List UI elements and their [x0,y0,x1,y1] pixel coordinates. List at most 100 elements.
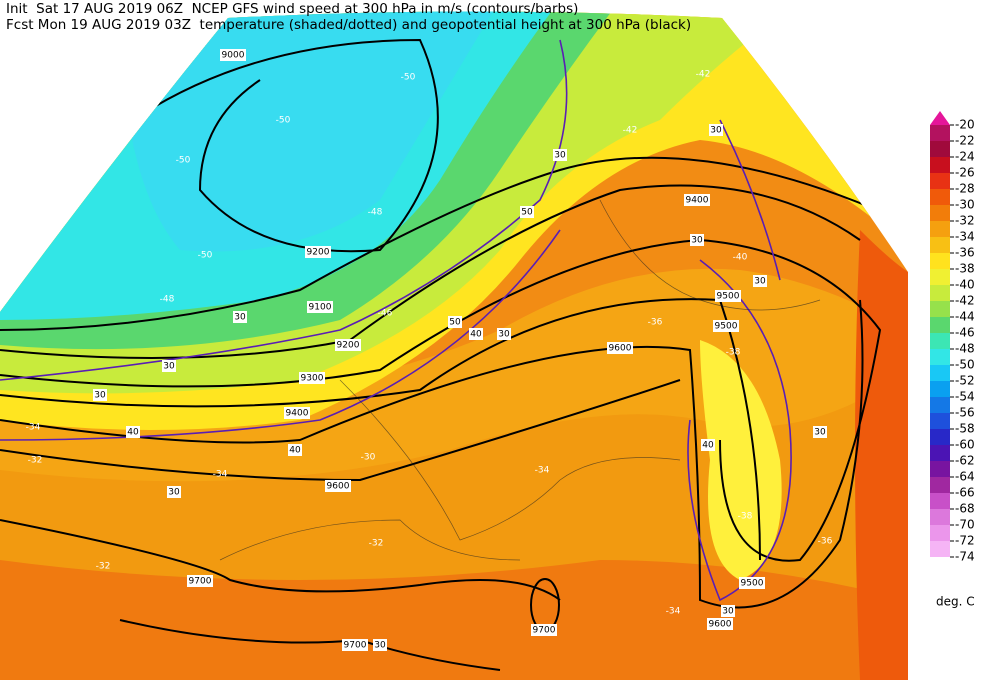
colorbar-label: -58 [955,422,975,436]
label-box [469,328,483,340]
label-box [707,618,733,630]
colorbar-label: -34 [955,230,975,244]
colorbar-swatch [930,541,950,557]
height-label: 9500 [717,292,740,302]
colorbar-label: -30 [955,198,975,212]
colorbar-label: -42 [955,294,975,308]
temperature-label: -32 [369,539,384,549]
temperature-label: -48 [368,208,383,218]
colorbar-label: -70 [955,518,975,532]
colorbar-swatch [930,397,950,413]
label-box [342,639,368,651]
label-box [721,605,735,617]
wind-label: 40 [702,441,714,451]
wind-label: 50 [449,318,461,328]
wind-label: 30 [168,488,180,498]
label-box [553,149,567,161]
colorbar-swatch [930,125,950,141]
label-box [335,339,361,351]
colorbar-label: -44 [955,310,975,324]
label-box [373,639,387,651]
map-area [0,11,908,680]
label-box [520,206,534,218]
temperature-label: -36 [648,318,663,328]
colorbar-label: -60 [955,438,975,452]
colorbar-label: -68 [955,502,975,516]
colorbar-label: -28 [955,182,975,196]
wind-label: 50 [521,208,533,218]
colorbar-swatch [930,429,950,445]
temperature-label: -34 [535,466,550,476]
temperature-label: -38 [726,348,741,358]
height-label: 9100 [309,303,332,313]
colorbar-swatch [930,333,950,349]
temperature-label: -32 [96,562,111,572]
height-label: 9400 [286,409,309,419]
colorbar-label: -36 [955,246,975,260]
height-label: 9500 [715,322,738,332]
colorbar-label: -66 [955,486,975,500]
temperature-label: -30 [361,453,376,463]
label-box [220,49,246,61]
colorbar-swatch [930,237,950,253]
height-label: 9700 [189,577,212,587]
label-box [448,316,462,328]
temperature-label: -34 [213,470,228,480]
temperature-label: -40 [733,253,748,263]
wind-label: 30 [498,330,510,340]
colorbar-swatch [930,493,950,509]
height-label: 9600 [327,482,350,492]
height-label: 9400 [686,196,709,206]
label-box [709,124,723,136]
height-label: 9700 [344,641,367,651]
label-box [715,290,741,302]
temperature-label: -36 [818,537,833,547]
label-box [307,301,333,313]
wind-label: 30 [754,277,766,287]
height-label: 9200 [307,248,330,258]
colorbar-label: -40 [955,278,975,292]
wind-label: 30 [163,362,175,372]
wind-label: 30 [710,126,722,136]
colorbar-swatch [930,445,950,461]
label-box [607,342,633,354]
colorbar-swatch [930,269,950,285]
colorbar-swatch [930,285,950,301]
colorbar-label: -52 [955,374,975,388]
wind-label: 30 [554,151,566,161]
height-label: 9600 [609,344,632,354]
colorbar-label: -54 [955,390,975,404]
temperature-label: -42 [623,126,638,136]
colorbar-swatch [930,461,950,477]
label-box [284,407,310,419]
colorbar-swatch [930,365,950,381]
label-box [305,246,331,258]
colorbar-swatch [930,157,950,173]
label-box [325,480,351,492]
colorbar-swatch [930,301,950,317]
colorbar-label: -46 [955,326,975,340]
wind-label: 30 [814,428,826,438]
colorbar: -20 -22 -24 -26 -28 -30 -32 -34 -36 -38 -40 -42 -44 -… [930,111,975,564]
colorbar-label: -56 [955,406,975,420]
wind-label: 30 [722,607,734,617]
colorbar-swatch [930,525,950,541]
colorbar-swatch [930,413,950,429]
temperature-label: -38 [738,512,753,522]
label-box [739,577,765,589]
colorbar-swatch [930,477,950,493]
colorbar-swatch [930,317,950,333]
wind-label: 30 [234,313,246,323]
label-box [162,360,176,372]
colorbar-label: -62 [955,454,975,468]
header-line: Fcst Mon 19 AUG 2019 03Z temperature (sh… [6,17,691,33]
wind-label: 30 [374,641,386,651]
label-box [684,194,710,206]
height-label: 9600 [709,620,732,630]
wind-label: 30 [691,236,703,246]
label-box [288,444,302,456]
wind-label: 40 [127,428,139,438]
colorbar-label: -38 [955,262,975,276]
